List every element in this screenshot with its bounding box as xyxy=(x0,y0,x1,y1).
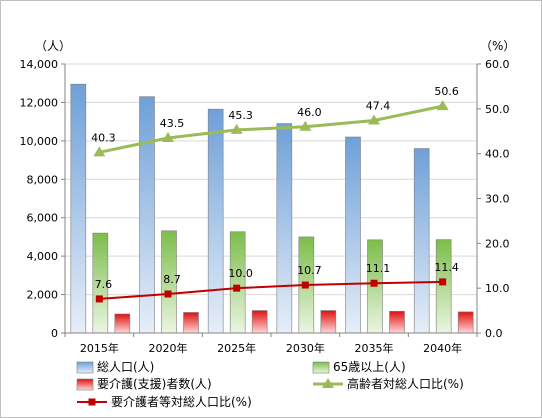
axes: （人） （%） 0 2,000 4,000 6,000 8,000 10,000 12,00… xyxy=(20,39,516,355)
left-axis-unit: （人） xyxy=(35,39,71,53)
marker-care-ratio xyxy=(95,295,103,303)
line-series xyxy=(93,100,449,303)
marker-elderly-ratio xyxy=(162,131,174,142)
legend-marker xyxy=(88,398,96,406)
left-tick-label: 4,000 xyxy=(27,250,59,263)
marker-care-ratio xyxy=(439,278,447,286)
data-labels: 40.3 43.5 45.3 46.0 47.4 50.6 7.6 8.7 10.0 10.7 11… xyxy=(91,85,459,291)
label-care-ratio: 11.1 xyxy=(366,262,391,275)
bar-total-population xyxy=(276,123,293,334)
legend-label: 総人口(人) xyxy=(97,360,154,374)
bar-total-population xyxy=(413,148,430,334)
marker-care-ratio xyxy=(301,281,309,289)
bar-age65-plus xyxy=(435,239,452,334)
left-tick-label: 2,000 xyxy=(27,289,59,302)
marker-elderly-ratio xyxy=(368,114,380,125)
x-tick-label: 2030年 xyxy=(286,341,325,355)
gridlines xyxy=(65,63,477,334)
left-tick-label: 14,000 xyxy=(20,58,59,71)
x-tick-label: 2020年 xyxy=(149,341,188,355)
bar-care-recipients xyxy=(251,310,268,334)
x-tick-label: 2025年 xyxy=(217,341,256,355)
label-care-ratio: 8.7 xyxy=(163,273,181,286)
right-tick-label: 60.0 xyxy=(485,58,510,71)
left-tick-label: 0 xyxy=(51,327,58,340)
bar-age65-plus xyxy=(229,231,246,334)
right-tick-label: 30.0 xyxy=(485,193,510,206)
legend-label: 要介護者等対総人口比(%) xyxy=(111,394,252,409)
bar-total-population xyxy=(345,136,361,334)
bar-care-recipients xyxy=(389,310,405,334)
right-tick-label: 0.0 xyxy=(485,327,503,340)
legend-label: 要介護(支援)者数(人) xyxy=(97,376,212,391)
left-tick-label: 6,000 xyxy=(27,212,59,225)
legend-swatch xyxy=(76,378,94,391)
x-tick-label: 2015年 xyxy=(80,341,119,355)
bar-total-population xyxy=(139,96,155,334)
label-elderly-ratio: 47.4 xyxy=(366,99,391,112)
label-elderly-ratio: 50.6 xyxy=(434,85,459,98)
x-tick-label: 2035年 xyxy=(355,341,394,355)
label-elderly-ratio: 40.3 xyxy=(91,131,116,144)
bar-total-population xyxy=(207,108,224,334)
right-tick-label: 10.0 xyxy=(485,282,510,295)
bar-care-recipients xyxy=(320,310,337,334)
label-elderly-ratio: 45.3 xyxy=(228,109,253,122)
label-elderly-ratio: 46.0 xyxy=(297,106,322,119)
legend-swatch xyxy=(312,361,330,374)
line-elderly-ratio xyxy=(99,104,443,154)
marker-elderly-ratio xyxy=(230,123,243,134)
label-care-ratio: 10.7 xyxy=(297,264,322,277)
label-elderly-ratio: 43.5 xyxy=(160,117,185,130)
legend-swatch xyxy=(76,361,94,374)
bar-total-population xyxy=(70,83,87,334)
legend-label: 65歳以上(人) xyxy=(333,360,406,374)
left-tick-label: 12,000 xyxy=(20,96,59,109)
bar-care-recipients xyxy=(183,312,199,334)
label-care-ratio: 11.4 xyxy=(434,261,459,274)
line-care-ratio xyxy=(99,280,443,300)
right-tick-label: 40.0 xyxy=(485,148,510,161)
marker-elderly-ratio xyxy=(436,100,449,111)
right-axis-unit: （%） xyxy=(480,39,515,53)
right-tick-label: 50.0 xyxy=(485,103,510,116)
left-tick-label: 8,000 xyxy=(27,173,59,186)
marker-care-ratio xyxy=(370,279,378,287)
bar-care-recipients xyxy=(457,311,474,334)
label-care-ratio: 7.6 xyxy=(95,278,113,291)
marker-elderly-ratio xyxy=(299,120,312,131)
right-tick-label: 20.0 xyxy=(485,237,510,250)
legend-label: 高齢者対総人口比(%) xyxy=(347,376,464,391)
x-tick-label: 2040年 xyxy=(423,341,462,355)
legend-marker xyxy=(322,378,334,388)
marker-elderly-ratio xyxy=(93,146,106,157)
marker-care-ratio xyxy=(233,284,241,292)
bar-care-recipients xyxy=(114,313,131,334)
marker-care-ratio xyxy=(164,290,172,298)
legend: 総人口(人) 65歳以上(人) 要介護(支援)者数(人) 高齢者対総人口比(%) 要介護… xyxy=(76,360,464,409)
label-care-ratio: 10.0 xyxy=(228,267,253,280)
left-tick-label: 10,000 xyxy=(20,135,59,148)
